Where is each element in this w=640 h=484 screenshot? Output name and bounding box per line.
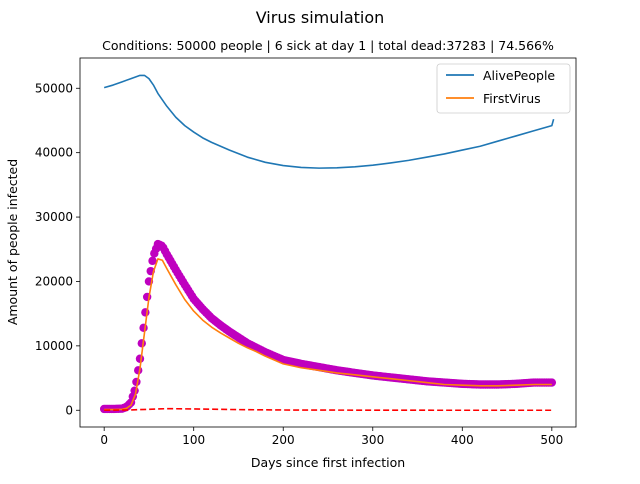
series-line-dashed: [104, 407, 552, 412]
legend-label-alive: AlivePeople: [483, 68, 555, 83]
x-tick-label: 400: [451, 433, 474, 447]
legend-label-virus: FirstVirus: [483, 91, 541, 106]
data-point: [133, 366, 143, 375]
chart-title: Virus simulation: [256, 8, 385, 27]
legend: AlivePeople FirstVirus: [436, 63, 571, 114]
x-tick-label: 0: [100, 433, 108, 447]
series-line-alive: [103, 74, 555, 169]
ticks-layer: 0 100 200 300 400 500 0 10000 20000 30000 40000 500…: [35, 81, 563, 447]
chart-subtitle: Conditions: 50000 people | 6 sick at day…: [102, 38, 554, 53]
x-tick-label: 100: [182, 433, 205, 447]
data-point: [137, 339, 146, 348]
data-point: [547, 378, 557, 387]
y-tick-label: 50000: [35, 81, 73, 95]
data-point: [130, 386, 139, 395]
series-line-virus: [104, 258, 552, 411]
legend-box: [436, 63, 571, 114]
x-axis-label: Days since first infection: [251, 455, 405, 470]
y-tick-label: 20000: [35, 274, 73, 288]
series-layer: [99, 74, 557, 414]
plot-frame: [79, 57, 577, 428]
y-tick-label: 30000: [35, 210, 73, 224]
y-tick-label: 40000: [35, 146, 73, 160]
x-tick-label: 300: [361, 433, 384, 447]
data-point: [148, 256, 157, 266]
x-tick-label: 200: [272, 433, 295, 447]
y-tick-label: 0: [65, 403, 73, 417]
data-point: [139, 323, 148, 333]
data-point: [141, 308, 150, 317]
y-axis-label: Amount of people infected: [5, 159, 20, 325]
x-tick-label: 500: [540, 433, 563, 447]
y-tick-label: 10000: [35, 339, 73, 353]
data-point: [135, 354, 145, 363]
